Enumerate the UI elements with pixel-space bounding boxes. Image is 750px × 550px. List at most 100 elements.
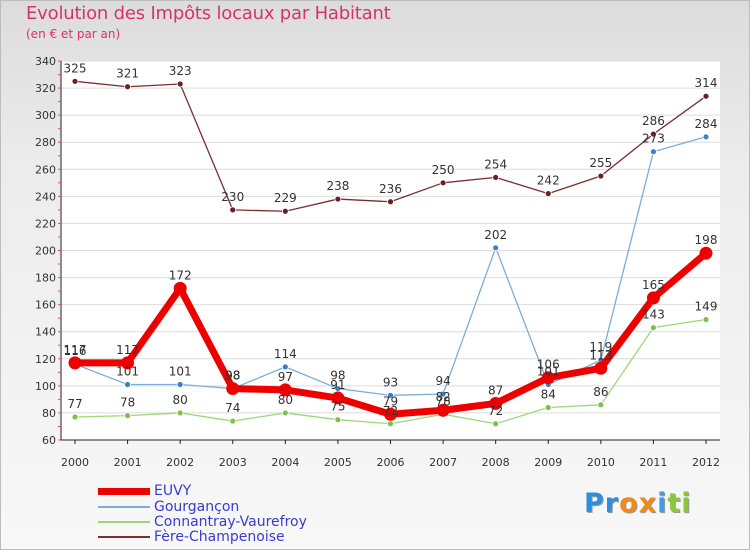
y-tick-label: 140 [35,326,56,339]
legend-swatch-connantray [98,521,150,523]
data-label: 82 [435,390,450,404]
data-label: 79 [383,394,398,408]
x-tick-label: 2006 [377,456,405,469]
data-label: 98 [225,369,240,383]
x-tick-label: 2010 [587,456,615,469]
data-point [597,401,605,409]
data-label: 255 [589,156,612,170]
y-tick-label: 240 [35,190,56,203]
data-label: 80 [278,393,293,407]
legend-label-fere: Fère-Champenoise [154,529,285,545]
legend-item-euvy: EUVY [98,483,398,499]
legend-label-connantray: Connantray-Vaurefroy [154,514,307,530]
data-label: 106 [537,358,560,372]
data-label: 97 [278,370,293,384]
data-point [176,80,184,88]
data-label: 202 [484,228,507,242]
x-tick-label: 2000 [61,456,89,469]
data-point [492,244,500,252]
data-label: 113 [589,348,612,362]
data-point [281,409,289,417]
y-tick-label: 340 [35,55,56,68]
data-point [702,133,710,141]
data-label: 242 [537,174,560,188]
data-label: 78 [435,394,450,408]
logo-letter: r [604,488,620,519]
x-tick-label: 2012 [692,456,720,469]
data-point [492,174,500,181]
data-point [226,382,240,396]
legend-swatch-gourgancon [98,506,150,508]
data-point [278,383,292,397]
data-label: 149 [695,300,718,314]
data-point [176,409,184,417]
y-tick-label: 60 [42,434,56,447]
data-label: 172 [169,268,192,282]
data-point [650,148,657,156]
data-label: 101 [537,365,560,379]
legend-label-euvy: EUVY [154,483,192,499]
y-tick-label: 280 [35,136,56,149]
data-label: 117 [64,343,87,357]
logo-letter: i [657,488,668,519]
data-point [121,356,135,370]
data-label: 323 [169,64,192,78]
data-point [71,413,79,421]
legend-item-connantray: Connantray-Vaurefroy [98,514,398,530]
data-label: 87 [488,383,503,397]
data-label: 86 [593,385,608,399]
data-label: 321 [116,67,139,81]
y-tick-label: 100 [35,380,56,393]
data-point [173,281,187,295]
y-tick-label: 120 [35,353,56,366]
data-point [436,403,450,417]
data-label: 254 [484,157,507,171]
x-tick-label: 2005 [324,456,352,469]
data-label: 75 [330,400,345,414]
data-label: 165 [642,278,665,292]
data-label: 325 [64,61,87,75]
data-point [229,417,237,425]
x-tick-label: 2002 [166,456,194,469]
y-tick-label: 160 [35,299,56,312]
data-point [492,420,500,428]
x-tick-label: 2008 [482,456,510,469]
data-point [334,195,342,203]
data-label: 238 [326,179,349,193]
data-label: 229 [274,191,297,205]
data-label: 98 [225,369,240,383]
data-label: 284 [695,117,718,131]
y-tick-label: 220 [35,217,56,230]
data-label: 93 [383,375,398,389]
data-point [489,396,503,410]
legend-item-fere: Fère-Champenoise [98,529,398,545]
data-label: 286 [642,114,665,128]
data-label: 143 [642,308,665,322]
data-point [387,391,394,399]
data-label: 91 [330,378,345,392]
data-point [594,361,608,375]
data-point [124,83,131,91]
logo-letter: P [584,488,605,519]
data-point [597,172,605,180]
data-point [699,246,713,260]
data-point [541,371,555,385]
data-label: 84 [541,388,556,402]
data-point [439,179,447,187]
y-tick-label: 80 [42,407,56,420]
data-label: 250 [432,163,455,177]
data-label: 72 [383,404,398,418]
data-label: 119 [589,340,612,354]
data-point [334,416,342,424]
data-point [646,291,660,305]
data-point [702,316,710,323]
logo-letter: i [681,488,692,519]
chart-title: Evolution des Impôts locaux par Habitant [26,3,391,24]
data-label: 116 [64,344,87,358]
data-label: 117 [116,343,139,357]
logo-letter: o [619,488,639,519]
chart-subtitle: (en € et par an) [26,27,121,41]
data-point [71,77,79,85]
x-tick-label: 2004 [271,456,299,469]
